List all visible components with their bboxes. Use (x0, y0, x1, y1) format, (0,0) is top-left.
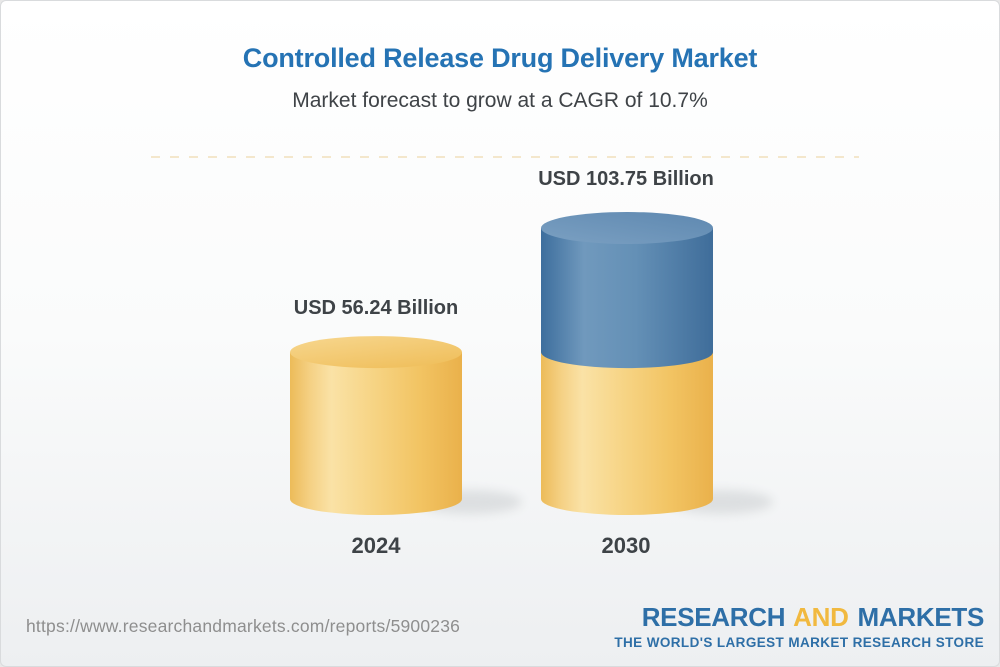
value-label-2030: USD 103.75 Billion (538, 168, 714, 190)
page-title: Controlled Release Drug Delivery Market (242, 43, 758, 73)
logo-word-research: RESEARCH (641, 602, 786, 632)
logo-word-markets: MARKETS (857, 602, 985, 632)
axis-label-2024: 2024 (351, 533, 401, 558)
footer: https://www.researchandmarkets.com/repor… (1, 594, 999, 666)
page-subtitle: Market forecast to grow at a CAGR of 10.… (292, 89, 708, 112)
bar-2024-cylinder-top (290, 336, 462, 369)
bar-2030-base-segment (541, 352, 713, 515)
logo-word-and: AND (793, 602, 849, 632)
bar-2030-cylinder-top (541, 212, 713, 244)
bar-2024-cylinder-side (290, 352, 462, 515)
logo-wordmark: RESEARCH AND MARKETS (641, 602, 985, 633)
value-label-2024: USD 56.24 Billion (293, 297, 459, 319)
axis-label-2030: 2030 (601, 533, 651, 558)
report-url-link[interactable]: https://www.researchandmarkets.com/repor… (26, 615, 461, 636)
logo-tagline: THE WORLD'S LARGEST MARKET RESEARCH STOR… (614, 635, 984, 650)
research-and-markets-logo: RESEARCH AND MARKETS THE WORLD'S LARGEST… (614, 602, 984, 650)
bar-2030-growth-segment (541, 228, 713, 369)
